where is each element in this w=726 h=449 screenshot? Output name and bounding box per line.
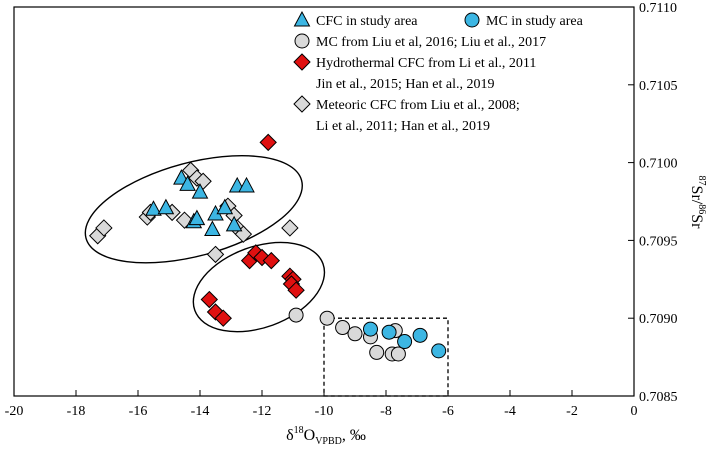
y-tick-label: 0.7110 <box>639 1 677 16</box>
legend-label: Jin et al., 2015; Han et al., 2019 <box>316 77 494 92</box>
x-axis-title-sup: 18 <box>294 425 304 436</box>
x-axis-title-sub: VPBD <box>315 436 342 447</box>
data-point <box>214 309 232 327</box>
data-point <box>204 220 221 237</box>
x-axis-title: δ18OVPBD, ‰ <box>286 425 366 447</box>
data-point <box>157 198 175 215</box>
y-axis-title-sr1: Sr/ <box>688 186 705 205</box>
legend-marker <box>293 53 311 71</box>
legend-label: MC in study area <box>486 14 584 29</box>
upper-ellipse <box>84 155 303 264</box>
y-axis-title-sup2: 86 <box>696 204 707 214</box>
legend: CFC in study area MC in study area MC from… <box>293 10 584 134</box>
x-tick-label: -4 <box>504 404 516 419</box>
data-point <box>335 320 351 336</box>
data-point <box>431 343 447 359</box>
x-axis-title-o: O <box>304 427 316 444</box>
x-tick-label: -18 <box>67 404 86 419</box>
y-tick-label: 0.7095 <box>639 234 678 249</box>
data-point <box>412 327 428 343</box>
x-tick-label: -14 <box>191 404 210 419</box>
data-point <box>381 324 397 340</box>
x-tick-label: 0 <box>631 404 638 419</box>
legend-label: Hydrothermal CFC from Li et al., 2011 <box>316 56 536 71</box>
y-tick-label: 0.7105 <box>639 79 678 94</box>
data-point <box>145 200 162 216</box>
data-point <box>369 344 385 360</box>
x-tick-label: -10 <box>315 404 334 419</box>
y-axis: 0.7085 0.7090 0.7095 0.7100 0.7105 0.7110 <box>628 1 678 405</box>
legend-label: CFC in study area <box>316 14 418 29</box>
dashed-box <box>323 317 449 397</box>
x-tick-label: -2 <box>566 404 578 419</box>
data-point <box>363 321 378 337</box>
data-point <box>347 326 363 342</box>
x-axis-title-unit: , ‰ <box>342 427 366 444</box>
data-point <box>206 245 225 264</box>
annotations <box>84 155 449 397</box>
data-point <box>188 209 206 226</box>
data-point <box>262 251 281 270</box>
x-tick-label: -12 <box>253 404 272 419</box>
y-tick-label: 0.7090 <box>639 312 678 327</box>
legend-marker <box>464 12 480 28</box>
x-tick-label: -20 <box>5 404 24 419</box>
y-tick-label: 0.7100 <box>639 157 678 172</box>
legend-marker <box>293 10 311 27</box>
legend-marker <box>293 95 311 113</box>
data-point <box>191 183 209 199</box>
x-axis-title-delta: δ <box>286 427 294 444</box>
data-point <box>95 219 113 237</box>
data-point <box>259 133 277 152</box>
data-point <box>238 176 255 193</box>
lower-ellipse <box>192 241 326 333</box>
data-point <box>179 175 196 191</box>
y-axis-title: 87Sr/86Sr <box>688 176 707 230</box>
data-point <box>287 281 305 299</box>
x-tick-label: -16 <box>129 404 148 419</box>
data-point <box>225 215 243 232</box>
data-points <box>88 133 447 362</box>
legend-label: Meteoric CFC from Liu et al., 2008; <box>316 98 520 113</box>
data-point <box>288 307 304 323</box>
data-point <box>281 219 299 237</box>
data-point <box>216 198 234 215</box>
data-point <box>319 310 335 326</box>
legend-label: MC from Liu et al, 2016; Liu et al., 201… <box>316 35 546 50</box>
y-tick-label: 0.7085 <box>639 390 678 405</box>
data-point <box>390 346 406 362</box>
x-tick-label: -6 <box>442 404 454 419</box>
y-axis-title-sr2: Sr <box>688 214 705 229</box>
data-point <box>397 334 413 350</box>
legend-marker <box>294 33 310 49</box>
y-axis-title-sup1: 87 <box>696 176 707 186</box>
x-tick-label: -8 <box>380 404 392 419</box>
data-point <box>200 290 219 309</box>
legend-label: Li et al., 2011; Han et al., 2019 <box>316 119 490 134</box>
x-axis: -20 -18 -16 -14 -12 -10 -8 -6 -4 -2 0 <box>5 390 638 419</box>
